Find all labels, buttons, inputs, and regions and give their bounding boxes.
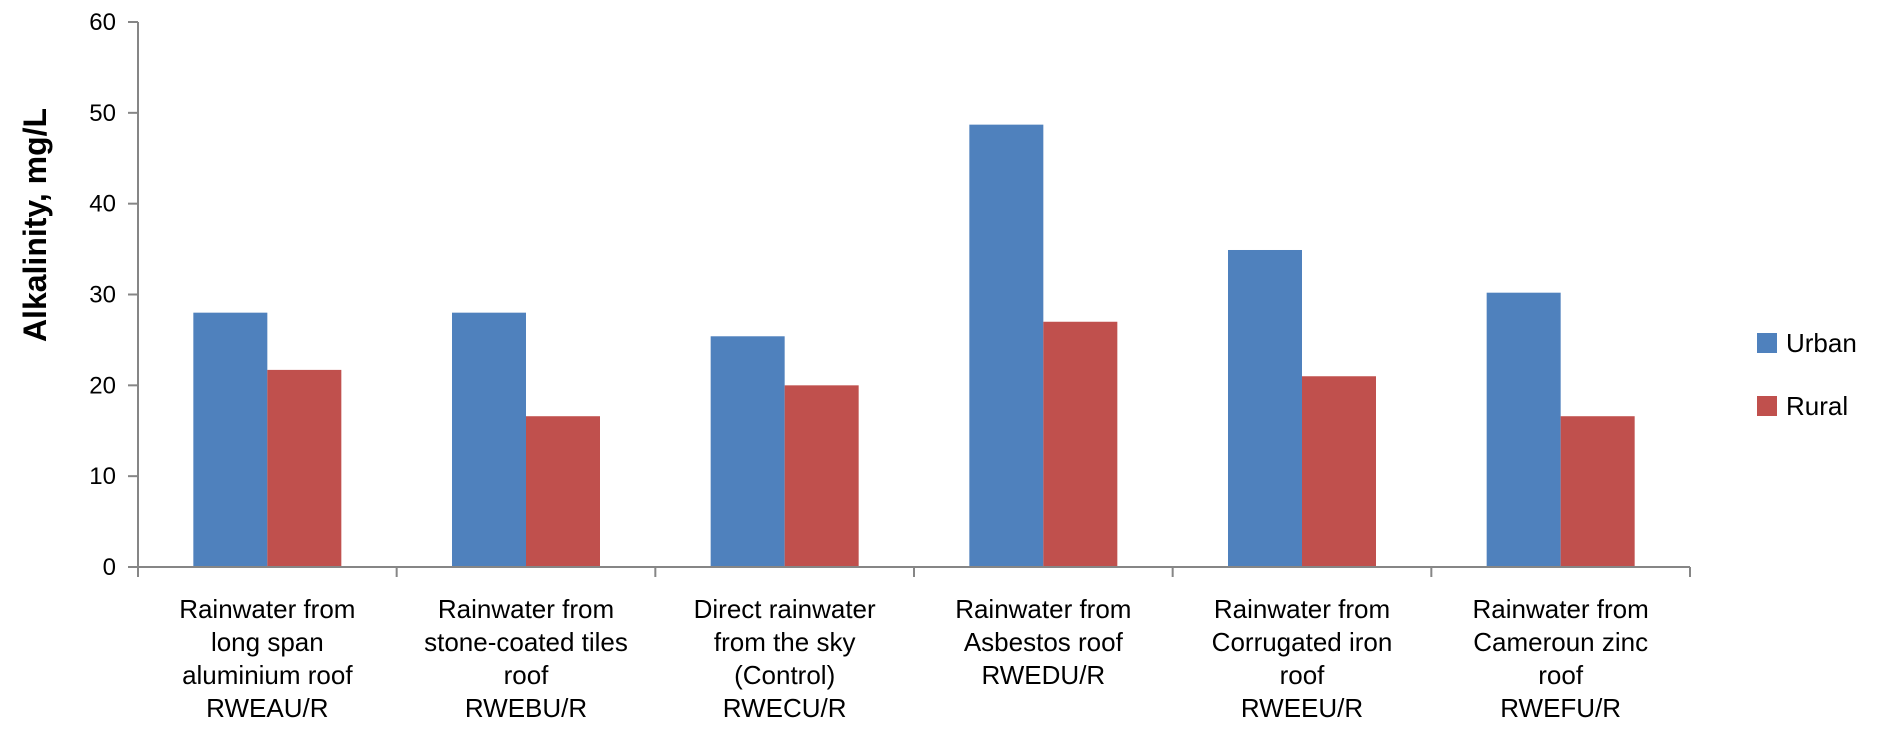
legend-label-urban: Urban [1786,328,1857,358]
legend-swatch-urban [1757,333,1777,353]
x-category-line: from the sky [714,627,856,657]
x-category-line: aluminium roof [182,660,353,690]
y-tick-label: 60 [89,9,116,36]
legend-swatch-rural [1757,396,1777,416]
y-tick-label: 50 [89,100,116,127]
x-category-line: Rainwater from [1214,594,1390,624]
x-category-line: RWEBU/R [465,693,587,723]
x-category-line: (Control) [734,660,835,690]
bar-rural-6 [1560,416,1635,567]
axes-group [137,22,1691,577]
bar-rural-4 [1043,321,1118,567]
x-category-line: Cameroun zinc [1473,627,1648,657]
x-category-label-4: Rainwater from Asbestos roof RWEDU/R [955,594,1131,690]
x-category-line: long span [211,627,324,657]
y-tick-label: 0 [103,554,116,581]
bar-urban-4 [969,124,1044,568]
bar-rural-3 [784,385,859,567]
y-tick-label: 20 [89,372,116,399]
y-tick-label: 10 [89,463,116,490]
x-category-label-3: Direct rainwater from the sky (Control) RWE… [694,594,876,723]
x-category-line: RWEDU/R [981,660,1105,690]
bar-urban-1 [193,312,268,567]
y-tick-label: 30 [89,282,116,309]
legend: Urban Rural [1757,328,1857,421]
bar-rural-1 [267,369,342,567]
x-categories-group: Rainwater from long span aluminium roof RWE… [179,594,1649,723]
bar-urban-6 [1486,292,1561,567]
x-category-label-5: Rainwater from Corrugated iron roof RWEEU/R [1212,594,1393,723]
bar-urban-2 [452,312,526,567]
x-category-line: roof [504,660,550,690]
x-category-line: Direct rainwater [694,594,876,624]
bars-group [193,124,1635,568]
bar-urban-5 [1228,249,1302,567]
x-category-line: RWECU/R [723,693,847,723]
x-category-line: Rainwater from [1473,594,1649,624]
bar-urban-3 [710,336,785,567]
y-ticks-group: 0 10 20 30 40 50 60 [89,9,138,581]
x-category-line: stone-coated tiles [424,627,628,657]
x-category-line: Asbestos roof [964,627,1124,657]
y-axis-title: Alkalinity, mg/L [17,108,53,342]
bar-rural-2 [526,416,600,567]
x-category-label-2: Rainwater from stone-coated tiles roof RWEB… [424,594,628,723]
legend-label-rural: Rural [1786,391,1848,421]
x-category-label-6: Rainwater from Cameroun zinc roof RWEFU/R [1473,594,1649,723]
x-category-label-1: Rainwater from long span aluminium roof RWE… [179,594,355,723]
x-category-line: RWEFU/R [1500,693,1621,723]
x-category-line: roof [1280,660,1326,690]
x-category-line: Rainwater from [955,594,1131,624]
x-category-line: RWEEU/R [1241,693,1363,723]
bar-rural-5 [1302,376,1376,567]
x-category-line: Rainwater from [179,594,355,624]
x-category-line: Corrugated iron [1212,627,1393,657]
y-axis-title-group: Alkalinity, mg/L [17,108,53,342]
x-category-line: RWEAU/R [206,693,328,723]
y-tick-label: 40 [89,191,116,218]
x-category-line: roof [1538,660,1584,690]
x-category-line: Rainwater from [438,594,614,624]
